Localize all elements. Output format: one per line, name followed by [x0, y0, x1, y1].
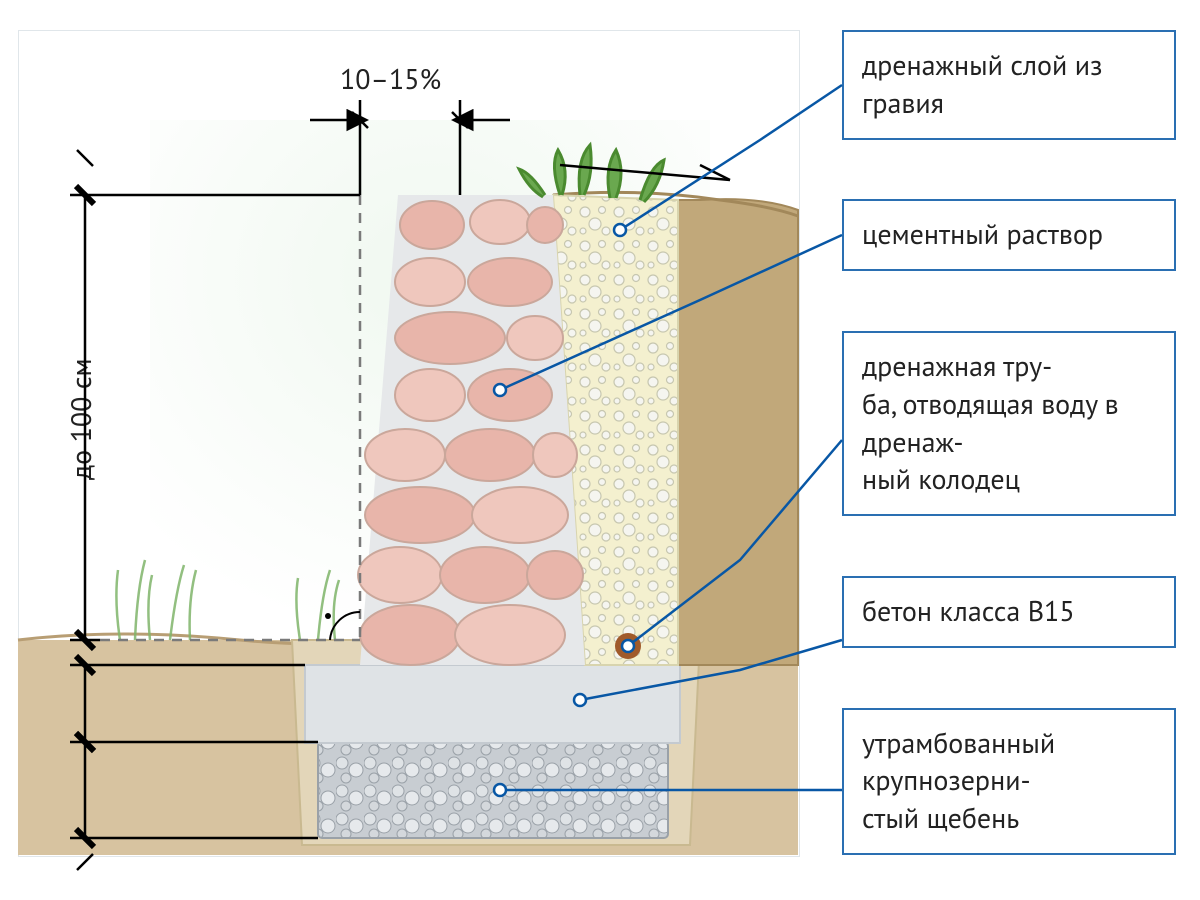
legend-compacted-gravel: утрамбованный крупнозерни- стый щебень	[842, 708, 1176, 855]
legend-concrete-b15: бетон класса В15	[842, 576, 1176, 648]
dim-slope: 3%	[605, 130, 642, 167]
dim-foundation-depth: 20–50 см	[120, 690, 238, 727]
dim-wall-height: до 100 см	[62, 358, 99, 480]
dim-batter: 10–15%	[340, 60, 441, 97]
legend: дренажный слой из гравия цементный раств…	[842, 30, 1176, 855]
retaining-wall-diagram: дренажный слой из гравия цементный раств…	[0, 0, 1200, 900]
legend-gravel-drain: дренажный слой из гравия	[842, 30, 1176, 140]
legend-cement-mortar: цементный раствор	[842, 199, 1176, 271]
diagram-frame	[18, 30, 800, 857]
legend-drain-pipe: дренажная тру- ба, отводящая воду в дрен…	[842, 331, 1176, 516]
dim-gravel-base: 20–30 см	[120, 800, 238, 837]
